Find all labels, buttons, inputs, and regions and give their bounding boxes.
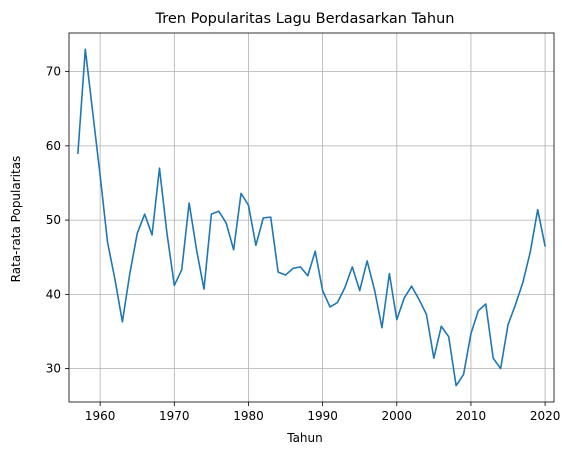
x-tick-label: 1970 [159,409,190,423]
x-tick-label: 2000 [382,409,413,423]
x-axis-ticks: 1960 1970 1980 1990 2000 2010 2020 [85,402,561,423]
y-axis-label: Rata-rata Popularitas [9,156,23,283]
x-tick-label: 1960 [85,409,116,423]
y-tick-label: 50 [46,213,61,227]
y-tick-label: 60 [46,139,61,153]
chart-title: Tren Popularitas Lagu Berdasarkan Tahun [155,11,455,27]
y-tick-label: 70 [46,65,61,79]
x-axis-label: Tahun [286,431,323,445]
y-axis-ticks: 30 40 50 60 70 [46,65,69,376]
series-line [77,48,546,387]
x-tick-label: 1980 [233,409,264,423]
x-tick-label: 1990 [307,409,338,423]
y-tick-label: 30 [46,362,61,376]
y-tick-label: 40 [46,287,61,301]
series-group [77,48,546,387]
x-tick-label: 2020 [530,409,561,423]
x-tick-label: 2010 [456,409,487,423]
grid-lines [69,33,554,402]
plot-area-frame [68,32,555,403]
